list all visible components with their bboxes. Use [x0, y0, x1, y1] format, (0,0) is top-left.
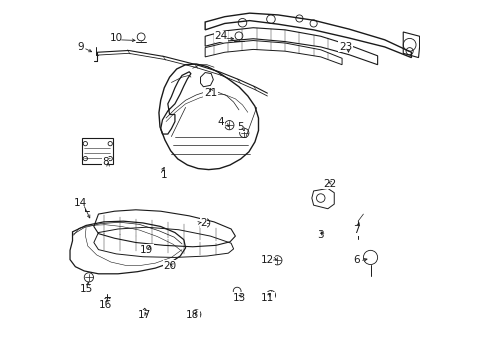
Text: 2: 2	[200, 218, 206, 228]
Text: 24: 24	[214, 31, 227, 41]
Text: 15: 15	[79, 284, 92, 294]
Text: 8: 8	[102, 157, 109, 167]
Text: 14: 14	[74, 198, 87, 208]
Text: 4: 4	[217, 117, 224, 127]
Text: 5: 5	[237, 122, 243, 132]
Text: 6: 6	[352, 255, 359, 265]
Text: 16: 16	[99, 300, 112, 310]
Text: 21: 21	[203, 88, 217, 98]
Bar	[82, 138, 113, 164]
Text: 23: 23	[338, 42, 351, 52]
Text: 3: 3	[317, 230, 323, 240]
Text: 13: 13	[232, 293, 245, 303]
Text: 22: 22	[322, 179, 335, 189]
Text: 20: 20	[163, 261, 176, 271]
Text: 1: 1	[161, 170, 167, 180]
Text: 19: 19	[139, 245, 153, 255]
Text: 18: 18	[186, 310, 199, 321]
Text: 7: 7	[352, 225, 359, 235]
Text: 17: 17	[138, 310, 151, 321]
Text: 9: 9	[77, 42, 84, 52]
Text: 11: 11	[260, 293, 273, 303]
Text: 12: 12	[260, 255, 273, 265]
Text: 10: 10	[109, 33, 122, 43]
